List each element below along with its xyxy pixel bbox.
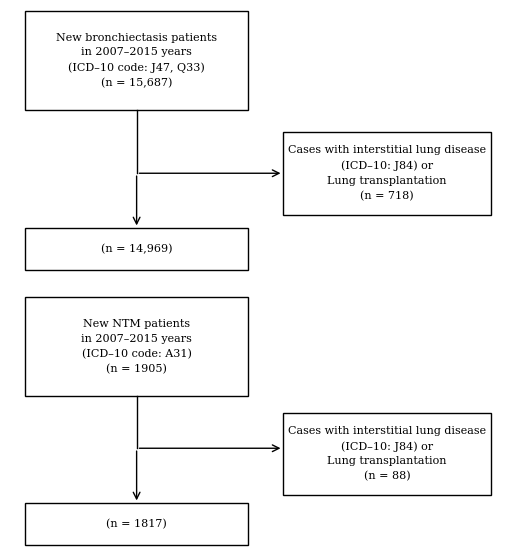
Bar: [25, 11, 247, 110]
Bar: [283, 412, 490, 495]
Text: Cases with interstitial lung disease
(ICD–10: J84) or
Lung transplantation
(n = : Cases with interstitial lung disease (IC…: [287, 145, 485, 201]
Text: New bronchiectasis patients
in 2007–2015 years
(ICD–10 code: J47, Q33)
(n = 15,6: New bronchiectasis patients in 2007–2015…: [56, 32, 217, 89]
Bar: [25, 228, 247, 270]
Text: (n = 1817): (n = 1817): [106, 519, 167, 529]
Text: (n = 14,969): (n = 14,969): [100, 244, 172, 254]
Bar: [283, 132, 490, 214]
Text: Cases with interstitial lung disease
(ICD–10: J84) or
Lung transplantation
(n = : Cases with interstitial lung disease (IC…: [287, 426, 485, 482]
Text: New NTM patients
in 2007–2015 years
(ICD–10 code: A31)
(n = 1905): New NTM patients in 2007–2015 years (ICD…: [81, 319, 192, 374]
Bar: [25, 503, 247, 544]
Bar: [25, 297, 247, 396]
